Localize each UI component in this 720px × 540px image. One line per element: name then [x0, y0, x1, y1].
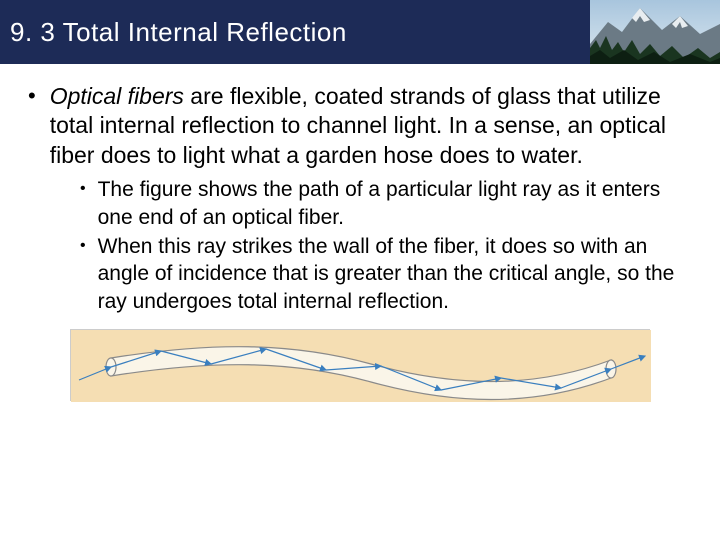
fiber-diagram [71, 330, 651, 402]
main-bullet-text: Optical fibers are flexible, coated stra… [50, 82, 692, 170]
sub-bullet-text: The figure shows the path of a particula… [98, 176, 692, 231]
sub-bullet: • The figure shows the path of a particu… [80, 176, 692, 231]
slide-body: • Optical fibers are flexible, coated st… [0, 64, 720, 401]
header-mountain-scene [590, 0, 720, 64]
sub-bullet-text: When this ray strikes the wall of the fi… [98, 233, 692, 315]
slide-title: 9. 3 Total Internal Reflection [0, 17, 347, 48]
italic-term: Optical fibers [50, 83, 184, 109]
sub-bullet: • When this ray strikes the wall of the … [80, 233, 692, 315]
bullet-icon: • [80, 176, 86, 231]
main-bullet: • Optical fibers are flexible, coated st… [28, 82, 692, 170]
bullet-icon: • [80, 233, 86, 315]
optical-fiber-figure [70, 329, 650, 401]
bullet-icon: • [28, 82, 36, 170]
slide-header: 9. 3 Total Internal Reflection [0, 0, 720, 64]
sub-bullet-list: • The figure shows the path of a particu… [80, 176, 692, 314]
